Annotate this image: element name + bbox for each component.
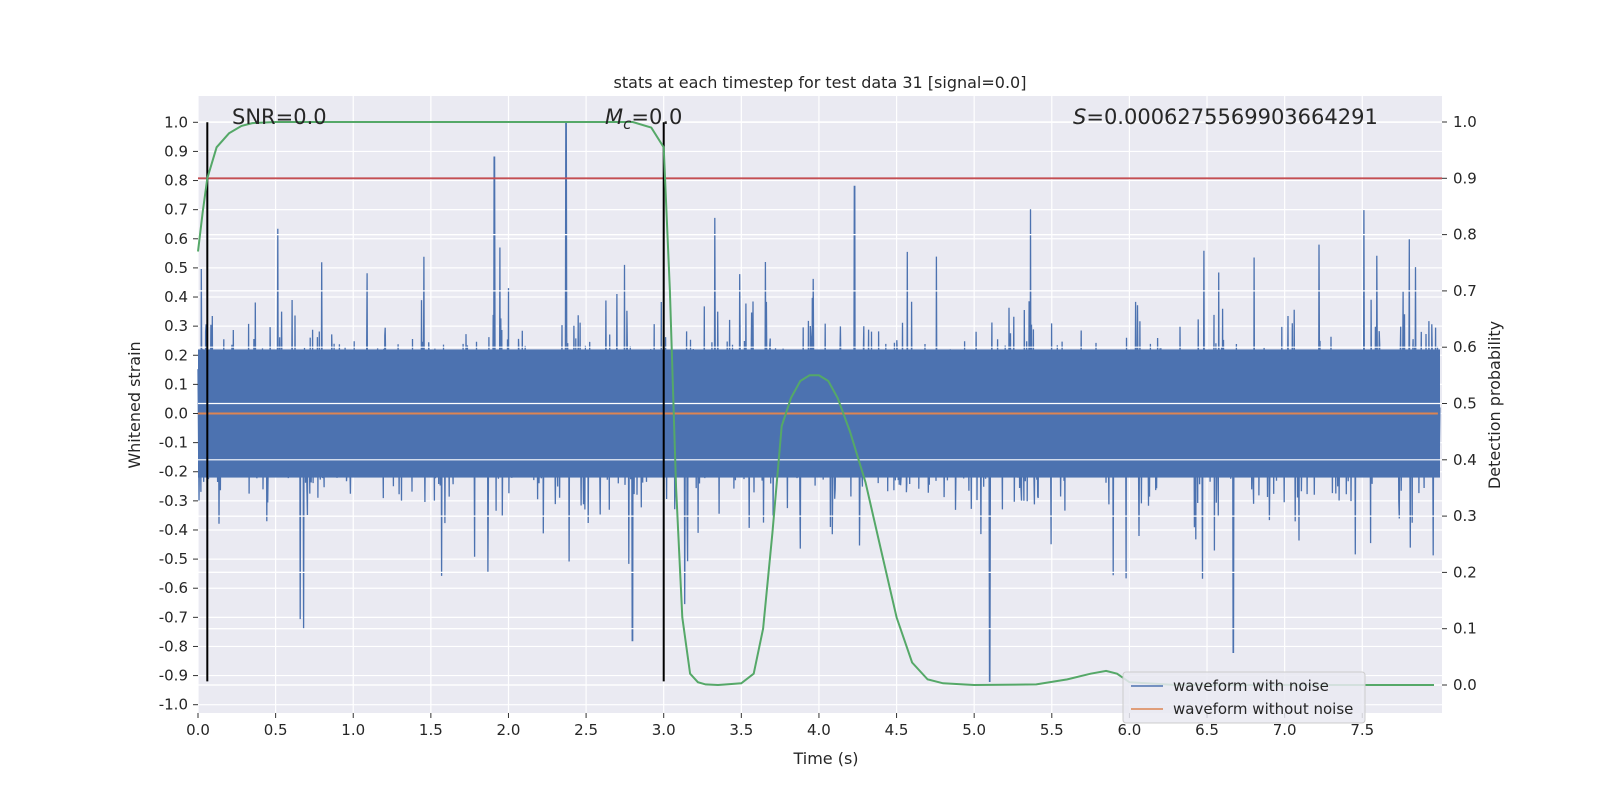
x-tick-label: 0.0 [186,721,210,739]
y-axis-label: Whitened strain [125,341,144,468]
y-tick-label: 0.0 [164,405,188,423]
plot-area [197,96,1442,713]
series-detection-probability [197,121,1434,687]
y-tick-label: -0.8 [159,637,188,655]
x-tick-label: 1.0 [341,721,365,739]
y2-axis-label: Detection probability [1485,321,1504,489]
x-tick-label: 7.0 [1273,721,1297,739]
y-tick-label: 1.0 [164,113,188,131]
left-axis: -1.0 -0.9 -0.8 -0.7 -0.6 -0.5 -0.4 -0.3 -0.2 -0.1… [159,113,198,714]
y-tick-label: -0.4 [159,521,188,539]
x-tick-label: 6.0 [1117,721,1141,739]
x-tick-label: 4.5 [885,721,909,739]
overlay [197,121,1442,687]
y-tick-label: 0.1 [164,375,188,393]
y-tick-label: -0.2 [159,463,188,481]
x-axis-label: Time (s) [792,749,858,768]
y2-tick-label: 0.9 [1453,169,1477,187]
y-tick-label: -0.1 [159,434,188,452]
legend-label-noise: waveform with noise [1173,677,1329,695]
x-tick-label: 3.0 [652,721,676,739]
y2-tick-label: 0.6 [1453,338,1477,356]
x-tick-label: 2.0 [497,721,521,739]
y2-tick-label: 0.5 [1453,395,1477,413]
x-tick-label: 5.0 [962,721,986,739]
y2-tick-label: 0.8 [1453,226,1477,244]
y-tick-label: 0.4 [164,288,188,306]
y-tick-label: 0.9 [164,142,188,160]
annotation-mc-value: =0.0 [631,105,682,129]
annotation-mc-symbol: M [605,105,623,129]
y2-tick-label: 0.2 [1453,563,1477,581]
y-tick-label: 0.8 [164,172,188,190]
right-axis: 0.0 0.1 0.2 0.3 0.4 0.5 0.6 0.7 0.8 0.9 1.0 [1442,113,1477,694]
y-tick-label: 0.5 [164,259,188,277]
annotation-s-symbol: S [1073,105,1086,129]
x-tick-label: 5.5 [1040,721,1064,739]
x-tick-label: 2.5 [574,721,598,739]
bottom-axis: 0.0 0.5 1.0 1.5 2.0 2.5 3.0 3.5 4.0 4.5 5.0 5.5 6.0 6… [186,713,1374,739]
x-tick-label: 1.5 [419,721,443,739]
y-tick-label: 0.7 [164,201,188,219]
y2-tick-label: 0.1 [1453,620,1477,638]
x-tick-label: 3.5 [729,721,753,739]
y2-tick-label: 1.0 [1453,113,1477,131]
annotation-mc-subscript: c [623,115,632,133]
y2-tick-label: 0.4 [1453,451,1477,469]
y-tick-label: -0.3 [159,492,188,510]
legend-label-clean: waveform without noise [1173,700,1353,718]
y-tick-label: 0.2 [164,346,188,364]
x-tick-label: 4.0 [807,721,831,739]
legend: waveform with noise waveform without noi… [1122,671,1366,724]
y-tick-label: -1.0 [159,696,188,714]
y-tick-label: 0.6 [164,230,188,248]
x-tick-label: 6.5 [1195,721,1219,739]
x-tick-label: 7.5 [1350,721,1374,739]
legend-frame [1122,671,1366,724]
y-tick-label: -0.9 [159,667,188,685]
annotation-snr-statistic: S=0.0006275569903664291 [1073,105,1378,129]
x-tick-label: 0.5 [264,721,288,739]
annotation-chirp-mass: Mc=0.0 [605,105,682,133]
y-tick-label: -0.5 [159,550,188,568]
y-tick-label: 0.3 [164,317,188,335]
y2-tick-label: 0.3 [1453,507,1477,525]
chart-title: stats at each timestep for test data 31 … [614,73,1027,92]
y2-tick-label: 0.0 [1453,676,1477,694]
y-tick-label: -0.7 [159,608,188,626]
annotation-s-value: =0.0006275569903664291 [1086,105,1378,129]
y2-tick-label: 0.7 [1453,282,1477,300]
annotation-snr: SNR=0.0 [232,105,327,129]
y-tick-label: -0.6 [159,579,188,597]
